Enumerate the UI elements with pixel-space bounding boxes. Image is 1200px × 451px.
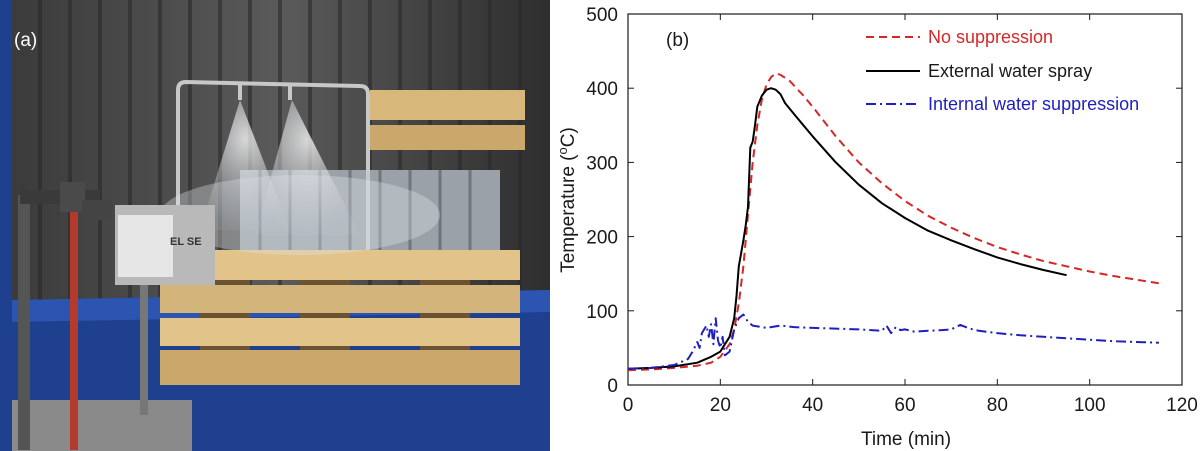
chart-legend: No suppression External water spray Inte… [866, 27, 1139, 114]
pallet-stack [160, 90, 525, 385]
y-tick-label: 500 [586, 5, 618, 26]
series-line-external-water-spray [627, 87, 1067, 370]
legend-label-internal-water-suppression: Internal water suppression [928, 94, 1139, 114]
y-axis-label: Temperature (oC) [555, 127, 579, 273]
photo-panel-label: (a) [14, 30, 37, 51]
spray-pipe [176, 79, 370, 250]
x-tick-label: 40 [802, 395, 823, 416]
x-tick-label: 60 [894, 395, 915, 416]
series-line-no-suppression [627, 72, 1160, 372]
chart-panel-label: (b) [666, 30, 689, 51]
x-tick-label: 20 [710, 395, 731, 416]
legend-label-no-suppression: No suppression [928, 27, 1053, 47]
x-tick-label: 80 [987, 395, 1008, 416]
photo-panel: EL SE (a) [0, 0, 550, 451]
control-box-label: EL SE [170, 236, 202, 248]
temperature-chart: 0 20 40 60 80 100 120 0 100 200 300 400 500 (b) Time… [555, 5, 1198, 450]
legend-label-external-water-spray: External water spray [928, 61, 1092, 81]
y-tick-label: 100 [586, 302, 618, 323]
chart-panel: 0 20 40 60 80 100 120 0 100 200 300 400 500 (b) Time… [550, 0, 1200, 451]
series-line-internal-water-suppression [627, 313, 1159, 370]
x-axis-label: Time (min) [861, 429, 951, 450]
y-tick-label: 200 [586, 228, 618, 249]
x-tick-label: 100 [1074, 395, 1106, 416]
y-tick-label: 0 [607, 376, 618, 397]
x-tick-label: 0 [623, 395, 634, 416]
y-tick-label: 400 [586, 79, 618, 100]
test-rig-photo: EL SE (a) [0, 0, 550, 451]
x-tick-label: 120 [1166, 395, 1198, 416]
y-tick-label: 300 [586, 153, 618, 174]
plot-frame [627, 13, 1183, 386]
